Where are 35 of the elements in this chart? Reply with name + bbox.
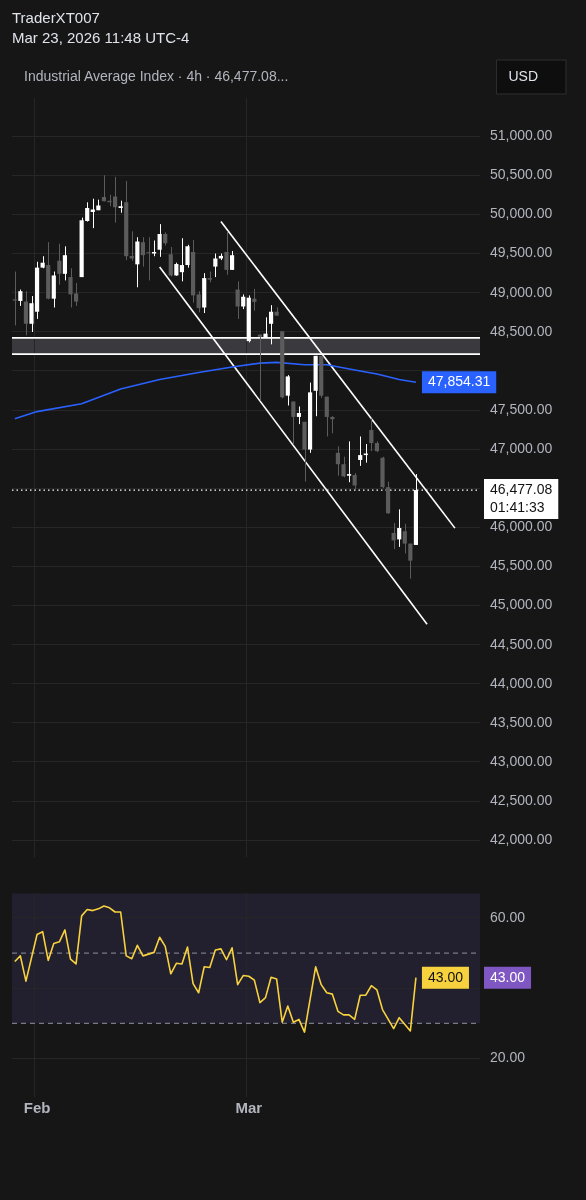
x-tick-label: Feb (23, 1099, 51, 1117)
y-tick-label: 46,000.00 (490, 518, 553, 535)
chart-title: TraderXT007 (12, 8, 101, 28)
y-tick-label: 20.00 (490, 1049, 526, 1066)
y-tick-label: 43,500.00 (490, 713, 553, 730)
y-tick-label: 45,500.00 (490, 557, 553, 574)
x-tick-label: Mar (235, 1099, 263, 1117)
candlestick (341, 456, 346, 478)
text: Industrial Average Index · 4h · 46,477.08... (24, 67, 289, 84)
y-tick-label: 42,000.00 (490, 831, 553, 848)
y-tick-label: 45,000.00 (490, 596, 553, 613)
candlestick (224, 230, 229, 276)
chart-subtitle: Mar 23, 2026 11:48 UTC-4 (12, 28, 191, 48)
y-tick-label: 50,000.00 (490, 205, 553, 222)
y-tick-label: 44,000.00 (490, 674, 553, 691)
y-tick-label: 44,500.00 (490, 635, 553, 652)
data-label: 43.00 (427, 968, 464, 985)
y-tick-label: 49,500.00 (490, 244, 553, 261)
candlestick (185, 244, 190, 269)
candlestick (302, 421, 307, 483)
data-label: 47,854.31 (427, 373, 491, 390)
y-tick-label: 51,000.00 (490, 127, 553, 144)
y-tick-label: 49,000.00 (490, 283, 553, 300)
candlestick (380, 456, 385, 489)
y-tick-label: 50,500.00 (490, 166, 553, 183)
ref-line-label: 46,477.08 01:41:33 (490, 480, 553, 515)
y-tick-label: 48,500.00 (490, 322, 553, 339)
y-tick-label: 42,500.00 (490, 791, 553, 808)
text: 43.00 (490, 968, 526, 985)
y-tick-label: 60.00 (490, 908, 526, 925)
y-tick-label: 43,000.00 (490, 752, 553, 769)
y-tick-label: 47,000.00 (490, 440, 553, 457)
candlestick (12, 271, 17, 326)
text: USD (508, 67, 538, 84)
y-tick-label: 47,500.00 (490, 400, 553, 417)
